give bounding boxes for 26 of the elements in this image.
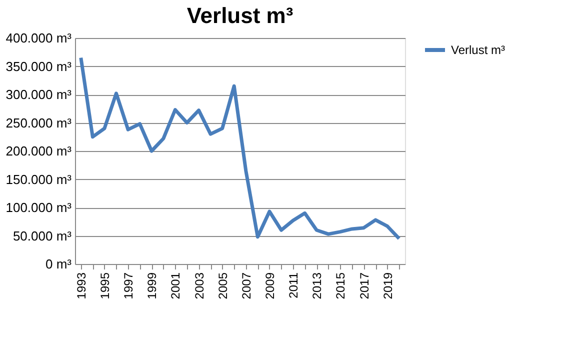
x-tick-label: 2003 bbox=[192, 272, 206, 300]
y-tick-label: 250.000 m³ bbox=[6, 115, 72, 130]
x-tick-label: 2001 bbox=[168, 272, 183, 300]
legend-label: Verlust m³ bbox=[451, 43, 506, 57]
y-tick-label: 150.000 m³ bbox=[6, 172, 72, 187]
line-series bbox=[79, 56, 401, 240]
y-tick-label: 100.000 m³ bbox=[6, 200, 72, 215]
x-tick-label: 2007 bbox=[239, 272, 254, 300]
x-tick-label: 2019 bbox=[380, 272, 395, 300]
x-tick-label: 2009 bbox=[262, 272, 277, 300]
x-tick-label: 2015 bbox=[334, 272, 348, 300]
chart-title: Verlust m³ bbox=[186, 3, 294, 28]
y-tick-label: 300.000 m³ bbox=[6, 87, 72, 102]
x-tick-label: 2017 bbox=[357, 272, 372, 300]
x-tick-label: 2011 bbox=[286, 272, 301, 298]
x-tick-label: 1995 bbox=[98, 272, 112, 300]
y-tick-label: 0 m³ bbox=[46, 256, 72, 272]
y-tick-label: 400.000 m³ bbox=[6, 30, 72, 46]
y-tick-label: 200.000 m³ bbox=[6, 144, 72, 158]
x-tick-label: 2005 bbox=[216, 272, 230, 300]
x-tick-label: 2013 bbox=[310, 272, 324, 300]
x-tick-label: 1993 bbox=[74, 272, 88, 300]
y-tick-label: 350.000 m³ bbox=[6, 58, 72, 74]
x-tick-label: 1997 bbox=[122, 272, 136, 300]
y-tick-label: 50.000 m³ bbox=[12, 228, 72, 244]
x-tick-label: 1999 bbox=[145, 272, 160, 300]
